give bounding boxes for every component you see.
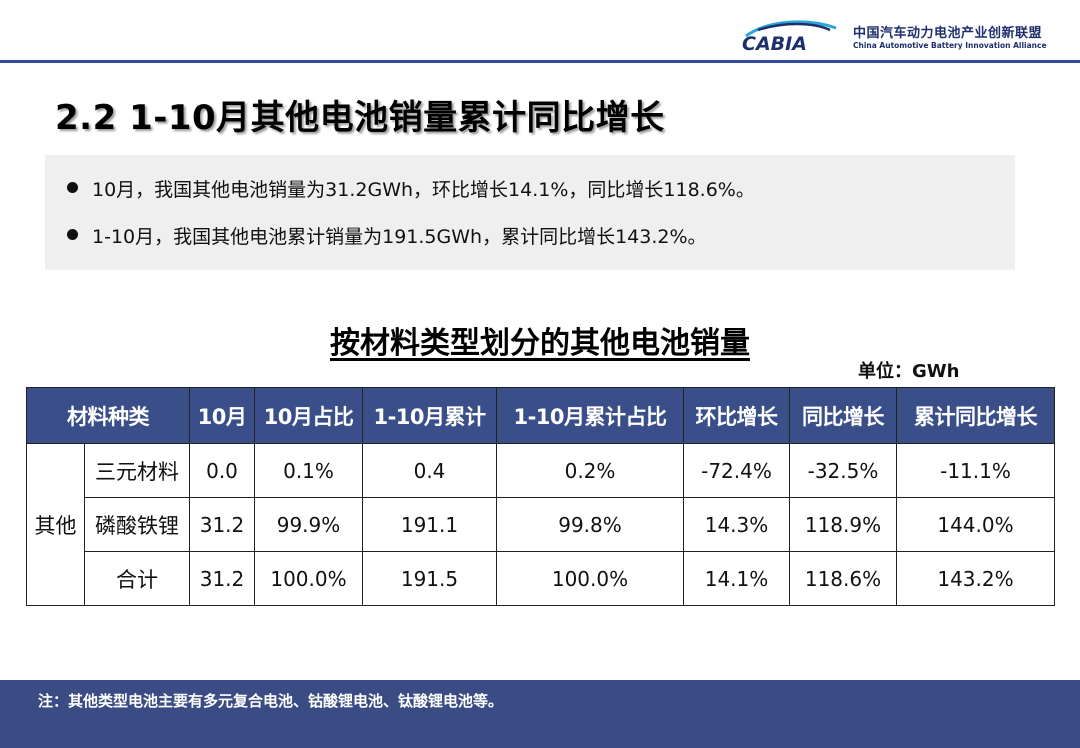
group-cell: 其他 [26,443,85,606]
table-cell: 100.0% [496,551,684,606]
bullet-icon [67,229,78,240]
material-cell: 合计 [84,551,190,606]
table-row: 合计 31.2 100.0% 191.5 100.0% 14.1% 118.6%… [27,551,1055,606]
footer-bar: 注：其他类型电池主要有多元复合电池、钴酸锂电池、钛酸锂电池等。 [0,680,1080,748]
summary-box: 10月，我国其他电池销量为31.2GWh，环比增长14.1%，同比增长118.6… [45,155,1015,270]
table-cell: 191.1 [362,497,497,552]
table-cell: 118.6% [789,551,897,606]
table-cell: 14.3% [683,497,790,552]
summary-text: 1-10月，我国其他电池累计销量为191.5GWh，累计同比增长143.2%。 [92,226,707,248]
unit-label: 单位：GWh [858,361,960,382]
material-cell: 磷酸铁锂 [84,497,190,552]
summary-item: 1-10月，我国其他电池累计销量为191.5GWh，累计同比增长143.2%。 [67,222,707,249]
material-cell: 三元材料 [84,443,190,498]
header-cell: 同比增长 [789,387,897,444]
table-cell: -11.1% [896,443,1055,498]
footer-note: 注：其他类型电池主要有多元复合电池、钴酸锂电池、钛酸锂电池等。 [38,692,504,710]
logo-mark-text: CABIA [742,33,807,54]
header-cell: 材料种类 [26,387,190,444]
table-cell: -72.4% [683,443,790,498]
table-cell: 0.0 [189,443,255,498]
logo-name-cn: 中国汽车动力电池产业创新联盟 [853,26,1043,41]
table-cell: 99.8% [496,497,684,552]
logo-name-en: China Automotive Battery Innovation Alli… [853,41,1047,50]
table-cell: 118.9% [789,497,897,552]
table-cell: 31.2 [189,551,255,606]
table-row: 其他 三元材料 0.0 0.1% 0.4 0.2% -72.4% -32.5% … [26,443,1055,606]
header-cell: 环比增长 [683,387,790,444]
table-cell: 99.9% [254,497,363,552]
header-cell: 1-10月累计占比 [496,387,684,444]
table-cell: 143.2% [896,551,1055,606]
table-cell: 100.0% [254,551,363,606]
table-cell: 191.5 [362,551,497,606]
table-cell: 0.2% [496,443,684,498]
header-cell: 1-10月累计 [362,387,497,444]
header-divider [0,60,1080,63]
table-title-text: 按材料类型划分的其他电池销量 [330,326,750,361]
table-title: 按材料类型划分的其他电池销量 [0,318,1080,362]
table-row: 磷酸铁锂 31.2 99.9% 191.1 99.8% 14.3% 118.9%… [27,497,1055,552]
table-cell: 0.4 [362,443,497,498]
table-cell: 144.0% [896,497,1055,552]
table-cell: 31.2 [189,497,255,552]
sales-table: 材料种类 10月 10月占比 1-10月累计 1-10月累计占比 环比增长 同比… [26,387,1055,606]
page-title: 2.2 1-10月其他电池销量累计同比增长 [55,98,665,138]
header-cell: 10月占比 [254,387,363,444]
cabia-logo: CABIA 中国汽车动力电池产业创新联盟 China Automotive Ba… [738,14,1068,56]
summary-item: 10月，我国其他电池销量为31.2GWh，环比增长14.1%，同比增长118.6… [67,175,755,202]
summary-text: 10月，我国其他电池销量为31.2GWh，环比增长14.1%，同比增长118.6… [92,179,755,201]
cabia-logo-icon: CABIA [742,20,837,54]
table-cell: -32.5% [789,443,897,498]
header-cell: 10月 [189,387,255,444]
table-cell: 0.1% [254,443,363,498]
table-cell: 14.1% [683,551,790,606]
header-cell: 累计同比增长 [896,387,1055,444]
table-header-row: 材料种类 10月 10月占比 1-10月累计 1-10月累计占比 环比增长 同比… [26,387,1055,444]
bullet-icon [67,182,78,193]
